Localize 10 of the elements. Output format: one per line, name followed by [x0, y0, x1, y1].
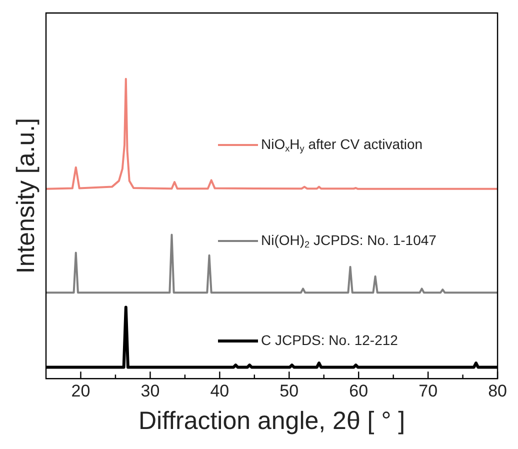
- y-axis-title: Intensity [a.u.]: [12, 118, 40, 274]
- x-tick-label: 60: [349, 381, 368, 400]
- x-tick-label: 50: [280, 381, 299, 400]
- x-tick-label: 70: [418, 381, 438, 400]
- x-tick-label: 30: [140, 381, 160, 400]
- x-axis-title: Diffraction angle, 2θ [ ° ]: [138, 406, 406, 435]
- x-tick-label: 20: [71, 381, 90, 400]
- legend-label: C JCPDS: No. 12-212: [261, 332, 398, 348]
- x-tick-label: 80: [488, 381, 508, 400]
- x-tick-label: 40: [210, 381, 230, 400]
